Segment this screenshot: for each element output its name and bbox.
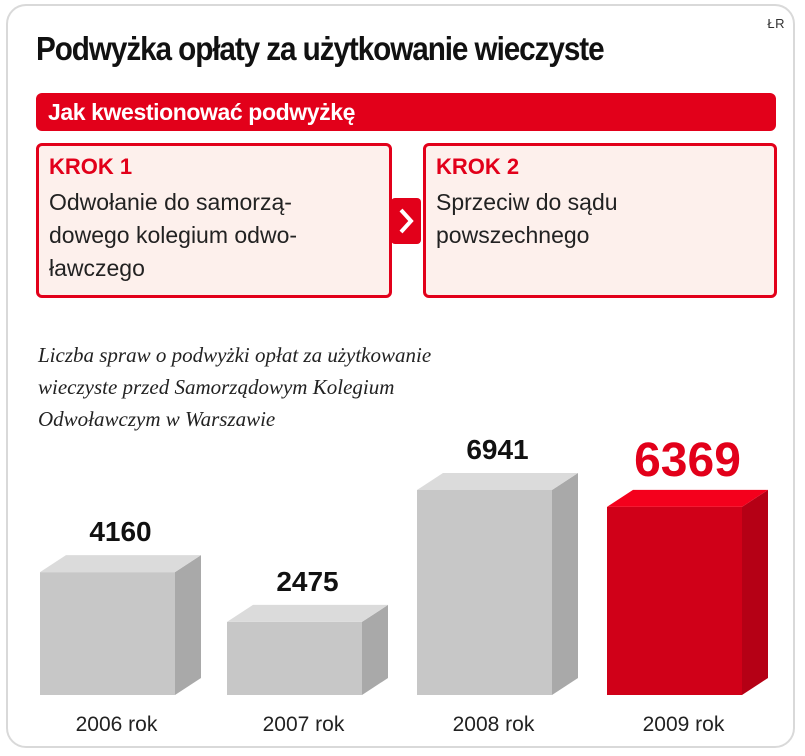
- step-1-label: KROK 1: [49, 154, 133, 179]
- bar-top: [40, 555, 201, 573]
- bar-side: [175, 555, 201, 695]
- step-1-line: dowego kolegium odwo-: [49, 222, 298, 248]
- chevron-right-icon: [391, 198, 421, 244]
- step-1-box: KROK 1 Odwołanie do samorzą- dowego kole…: [36, 143, 392, 298]
- data-label: 6369: [634, 434, 741, 487]
- bar-top: [417, 473, 578, 490]
- data-label: 4160: [89, 516, 151, 547]
- step-2-box: KROK 2 Sprzeciw do sądu powszechnego: [423, 143, 777, 298]
- bar-side: [552, 473, 578, 695]
- section-banner: Jak kwestionować podwyżkę: [36, 93, 776, 131]
- bar: [417, 490, 552, 695]
- step-2-line: Sprzeciw do sądu: [436, 189, 618, 215]
- x-tick-label: 2007 rok: [263, 713, 345, 736]
- step-1-line: Odwołanie do samorzą-: [49, 189, 292, 215]
- x-tick-label: 2009 rok: [643, 713, 725, 736]
- step-2-label: KROK 2: [436, 154, 520, 179]
- step-2-text: Sprzeciw do sądu powszechnego: [436, 186, 772, 252]
- subtitle-line: Odwoławczym w Warszawie: [38, 407, 276, 431]
- step-1-line: ławczego: [49, 255, 145, 281]
- author-credit: ŁR: [767, 16, 785, 31]
- bar: [40, 572, 175, 695]
- subtitle-line: wieczyste przed Samorządowym Kolegium: [38, 375, 395, 399]
- subtitle-line: Liczba spraw o podwyżki opłat za użytkow…: [38, 343, 432, 367]
- bar-side: [362, 604, 388, 695]
- x-tick-label: 2006 rok: [76, 713, 158, 736]
- banner-text: Jak kwestionować podwyżkę: [48, 99, 356, 125]
- bar-top: [607, 489, 768, 507]
- data-label: 2475: [276, 566, 338, 597]
- page-title: Podwyżka opłaty za użytkowanie wieczyste: [36, 30, 605, 67]
- step-2-line: powszechnego: [436, 222, 590, 248]
- data-label: 6941: [466, 434, 528, 465]
- step-1-text: Odwołanie do samorzą- dowego kolegium od…: [49, 186, 385, 285]
- bar-top: [227, 604, 388, 622]
- bar-side: [742, 489, 768, 695]
- x-tick-label: 2008 rok: [453, 713, 535, 736]
- bar: [607, 506, 742, 695]
- bar: [227, 621, 362, 695]
- chart-subtitle: Liczba spraw o podwyżki opłat za użytkow…: [38, 339, 578, 435]
